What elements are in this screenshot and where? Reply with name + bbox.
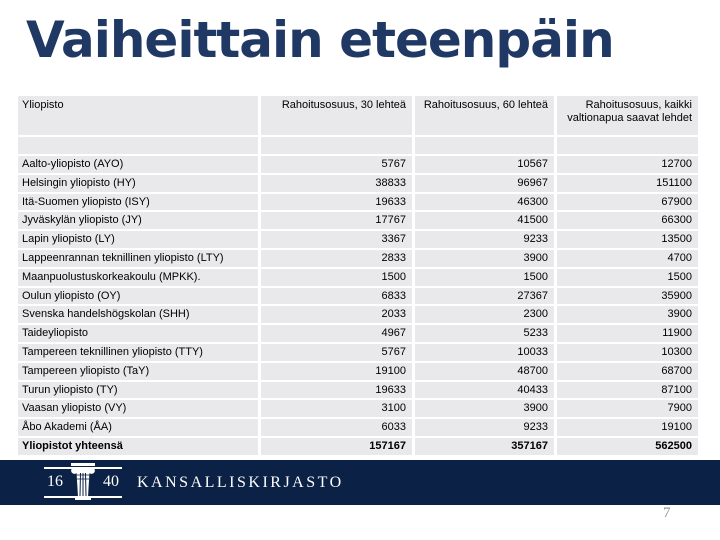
share30-value-cell: 6033 xyxy=(261,419,412,436)
university-name-cell: Svenska handelshögskolan (SHH) xyxy=(18,306,258,324)
share-all-value-cell: 562500 xyxy=(557,437,698,455)
share30-value-cell: 6833 xyxy=(261,287,412,305)
share30-value-cell: 2833 xyxy=(261,249,412,267)
university-name-cell: Tampereen teknillinen yliopisto (TTY) xyxy=(18,343,258,361)
share-all-value-cell: 11900 xyxy=(557,325,698,342)
university-name-cell: Helsingin yliopisto (HY) xyxy=(18,174,258,192)
spacer-cell xyxy=(557,137,698,154)
column-capital-icon xyxy=(71,463,95,500)
share60-value-cell: 2300 xyxy=(415,306,554,324)
share60-value-cell: 10567 xyxy=(415,156,554,173)
column-header-share30: Rahoitusosuus, 30 lehteä xyxy=(261,96,412,135)
spacer-cell xyxy=(415,137,554,154)
share60-value-cell: 27367 xyxy=(415,287,554,305)
university-name-cell: Aalto-yliopisto (AYO) xyxy=(18,156,258,173)
share-all-value-cell: 35900 xyxy=(557,287,698,305)
column-header-share-all: Rahoitusosuus, kaikki valtionapua saavat… xyxy=(557,96,698,135)
share30-value-cell: 2033 xyxy=(261,306,412,324)
share-all-value-cell: 66300 xyxy=(557,212,698,230)
university-name-cell: Maanpuolustuskorkeakoulu (MPKK). xyxy=(18,268,258,286)
share60-value-cell: 46300 xyxy=(415,193,554,211)
share-all-value-cell: 87100 xyxy=(557,381,698,399)
share-all-value-cell: 151100 xyxy=(557,174,698,192)
share30-value-cell: 4967 xyxy=(261,325,412,342)
share30-value-cell: 19633 xyxy=(261,193,412,211)
university-name-cell: Tampereen yliopisto (TaY) xyxy=(18,362,258,380)
spacer-cell xyxy=(18,137,258,154)
share60-value-cell: 9233 xyxy=(415,419,554,436)
share60-value-cell: 41500 xyxy=(415,212,554,230)
share-all-value-cell: 68700 xyxy=(557,362,698,380)
share-all-value-cell: 7900 xyxy=(557,400,698,418)
share-all-value-cell: 67900 xyxy=(557,193,698,211)
share-all-value-cell: 10300 xyxy=(557,343,698,361)
university-name-cell: Oulun yliopisto (OY) xyxy=(18,287,258,305)
university-name-cell: Jyväskylän yliopisto (JY) xyxy=(18,212,258,230)
share30-value-cell: 19633 xyxy=(261,381,412,399)
share60-value-cell: 5233 xyxy=(415,325,554,342)
funding-table: Yliopisto Rahoitusosuus, 30 lehteä Rahoi… xyxy=(18,96,698,455)
share-all-value-cell: 1500 xyxy=(557,268,698,286)
kansalliskirjasto-logo: 16 40 xyxy=(44,463,122,501)
share60-value-cell: 3900 xyxy=(415,249,554,267)
share60-value-cell: 48700 xyxy=(415,362,554,380)
share30-value-cell: 1500 xyxy=(261,268,412,286)
share60-value-cell: 9233 xyxy=(415,231,554,248)
share30-value-cell: 5767 xyxy=(261,343,412,361)
logo-year-right: 40 xyxy=(103,473,119,490)
university-name-cell: Åbo Akademi (ÅA) xyxy=(18,419,258,436)
footer-bar: 16 40 KANSALLISKIRJASTO xyxy=(0,460,720,505)
share30-value-cell: 5767 xyxy=(261,156,412,173)
logo-year-left: 16 xyxy=(47,473,63,490)
share60-value-cell: 96967 xyxy=(415,174,554,192)
page-number: 7 xyxy=(663,505,671,521)
share-all-value-cell: 4700 xyxy=(557,249,698,267)
university-name-cell: Itä-Suomen yliopisto (ISY) xyxy=(18,193,258,211)
share60-value-cell: 40433 xyxy=(415,381,554,399)
share-all-value-cell: 12700 xyxy=(557,156,698,173)
share-all-value-cell: 3900 xyxy=(557,306,698,324)
share30-value-cell: 3100 xyxy=(261,400,412,418)
share-all-value-cell: 19100 xyxy=(557,419,698,436)
share30-value-cell: 17767 xyxy=(261,212,412,230)
share60-value-cell: 1500 xyxy=(415,268,554,286)
share60-value-cell: 10033 xyxy=(415,343,554,361)
share60-value-cell: 357167 xyxy=(415,437,554,455)
slide-title: Vaiheittain eteenpäin xyxy=(26,11,615,69)
share60-value-cell: 3900 xyxy=(415,400,554,418)
column-header-university: Yliopisto xyxy=(18,96,258,135)
organization-name: KANSALLISKIRJASTO xyxy=(137,474,344,491)
university-name-cell: Yliopistot yhteensä xyxy=(18,437,258,455)
share30-value-cell: 3367 xyxy=(261,231,412,248)
university-name-cell: Vaasan yliopisto (VY) xyxy=(18,400,258,418)
share30-value-cell: 38833 xyxy=(261,174,412,192)
share30-value-cell: 157167 xyxy=(261,437,412,455)
university-name-cell: Lappeenrannan teknillinen yliopisto (LTY… xyxy=(18,249,258,267)
column-header-share60: Rahoitusosuus, 60 lehteä xyxy=(415,96,554,135)
share-all-value-cell: 13500 xyxy=(557,231,698,248)
university-name-cell: Taideyliopisto xyxy=(18,325,258,342)
spacer-cell xyxy=(261,137,412,154)
share30-value-cell: 19100 xyxy=(261,362,412,380)
university-name-cell: Turun yliopisto (TY) xyxy=(18,381,258,399)
university-name-cell: Lapin yliopisto (LY) xyxy=(18,231,258,248)
